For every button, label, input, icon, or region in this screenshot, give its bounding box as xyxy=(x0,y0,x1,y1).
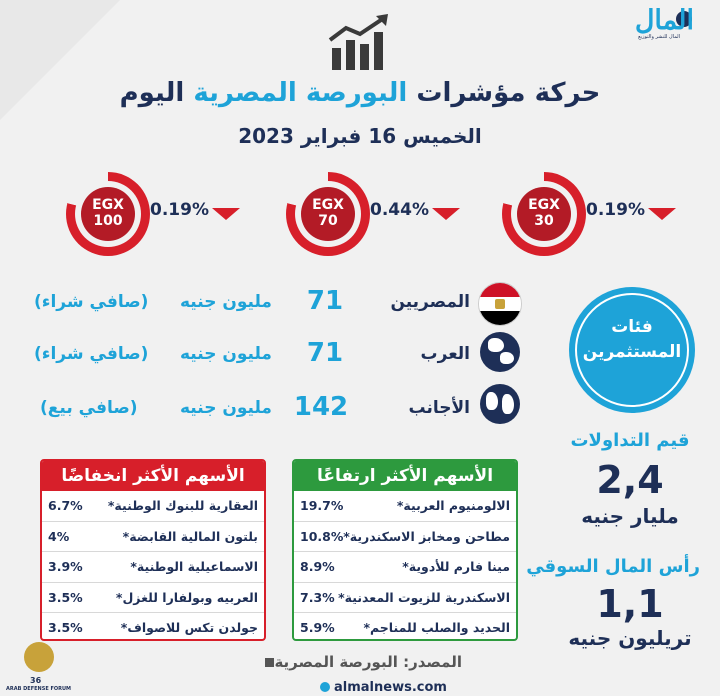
globe-foreign-icon xyxy=(480,384,520,424)
forum-emblem-icon xyxy=(24,642,54,672)
bullet-square-icon xyxy=(265,658,275,667)
index-change: 0.19% xyxy=(586,200,645,220)
website-dot-icon xyxy=(320,682,330,692)
investor-categories-badge: فئات المستثمرين xyxy=(569,287,695,413)
stock-name: العربيه وبولفارا للغزل* xyxy=(115,589,258,605)
stock-change: 3.5% xyxy=(48,589,83,605)
investor-categories-label: فئات المستثمرين xyxy=(582,317,682,362)
almal-logo: المال المال للنشر والتوزيع xyxy=(610,5,702,41)
website-url: almalnews.com xyxy=(334,680,447,695)
title-part2: البورصة المصرية xyxy=(193,78,408,108)
investor-unit: مليون جنيه xyxy=(180,292,272,312)
index-ring: EGX 30 xyxy=(502,172,586,256)
top-gainers-panel: الأسهم الأكثر ارتفاعًا الالومنيوم العربي… xyxy=(292,459,518,641)
table-row: مينا فارم للأدوية* 8.9% xyxy=(294,552,516,583)
down-arrow-icon xyxy=(212,208,240,220)
rising-chart-icon xyxy=(326,14,390,72)
stock-change: 3.9% xyxy=(48,559,83,575)
investor-amount: 71 xyxy=(306,286,344,316)
index-name: EGX xyxy=(528,197,560,213)
market-cap-amount: 1,1 xyxy=(596,582,664,626)
stock-name: الحديد والصلب للمناجم* xyxy=(363,620,510,636)
stock-name: مينا فارم للأدوية* xyxy=(402,559,510,575)
trading-value-unit: مليار جنيه xyxy=(581,504,679,528)
investor-name: العرب xyxy=(420,344,470,364)
date: الخميس 16 فبراير 2023 xyxy=(238,124,482,148)
investor-amount: 71 xyxy=(306,338,344,368)
index-number: 100 xyxy=(93,213,123,229)
investor-unit: مليون جنيه xyxy=(180,344,272,364)
table-row: الحديد والصلب للمناجم* 5.9% xyxy=(294,613,516,639)
investor-name: الأجانب xyxy=(408,398,470,418)
investor-name: المصريين xyxy=(390,292,470,312)
table-row: جولدن تكس للاصواف* 3.5% xyxy=(42,613,264,639)
table-row: مطاحن ومخابز الاسكندرية* 10.8% xyxy=(294,522,516,553)
logo-brand: المال xyxy=(634,5,694,36)
stock-change: 7.3% xyxy=(300,589,335,605)
source-note: المصدر: البورصة المصرية xyxy=(262,653,462,671)
forum-name: ARAB DEFENSE FORUM xyxy=(6,686,72,692)
index-change: 0.19% xyxy=(150,200,209,220)
trading-value-amount: 2,4 xyxy=(596,458,664,502)
table-row: بلتون المالية القابضة* 4% xyxy=(42,522,264,553)
top-losers-panel: الأسهم الأكثر انخفاضًا العقارية للبنوك ا… xyxy=(40,459,266,641)
top-losers-title: الأسهم الأكثر انخفاضًا xyxy=(42,461,264,491)
logo-tagline: المال للنشر والتوزيع xyxy=(638,34,680,40)
investor-unit: مليون جنيه xyxy=(180,398,272,418)
stock-name: الاسكندرية للزيوت المعدنية* xyxy=(338,589,510,605)
stock-change: 6.7% xyxy=(48,498,83,513)
egypt-flag-icon xyxy=(478,282,522,326)
down-arrow-icon xyxy=(648,208,676,220)
index-name: EGX xyxy=(312,197,344,213)
down-arrow-icon xyxy=(432,208,460,220)
stock-name: بلتون المالية القابضة* xyxy=(122,528,258,544)
forum-watermark: 36 ARAB DEFENSE FORUM xyxy=(2,638,76,694)
stock-change: 3.5% xyxy=(48,620,83,636)
trading-value-label: قيم التداولات xyxy=(570,430,690,451)
investor-note: (صافي بيع) xyxy=(40,398,138,418)
table-row: الاسماعيلية الوطنية* 3.9% xyxy=(42,552,264,583)
market-cap-label: رأس المال السوقي xyxy=(526,556,700,577)
index-ring: EGX 70 xyxy=(286,172,370,256)
website-footer: almalnews.com xyxy=(320,680,447,695)
investor-note: (صافي شراء) xyxy=(34,344,149,364)
title-part3: اليوم xyxy=(119,78,185,108)
stock-name: مطاحن ومخابز الاسكندرية* xyxy=(343,528,510,544)
stock-name: الاسماعيلية الوطنية* xyxy=(130,559,258,575)
investor-note: (صافي شراء) xyxy=(34,292,149,312)
globe-arab-icon xyxy=(480,332,520,372)
title-part1: حركة مؤشرات xyxy=(416,78,601,108)
market-cap-unit: تريليون جنيه xyxy=(568,626,692,650)
corner-decoration xyxy=(0,0,120,120)
index-name: EGX xyxy=(92,197,124,213)
index-number: 70 xyxy=(318,213,338,229)
stock-change: 4% xyxy=(48,528,70,544)
stock-change: 10.8% xyxy=(300,528,344,544)
forum-number: 36 xyxy=(30,676,42,685)
stock-change: 19.7% xyxy=(300,498,344,513)
index-change: 0.44% xyxy=(370,200,429,220)
stock-name: جولدن تكس للاصواف* xyxy=(120,620,258,636)
table-row: العربيه وبولفارا للغزل* 3.5% xyxy=(42,583,264,614)
stock-name: الالومنيوم العربية* xyxy=(396,498,510,513)
investor-amount: 142 xyxy=(293,392,349,422)
stock-name: العقارية للبنوك الوطنية* xyxy=(107,498,258,513)
source-text: المصدر: البورصة المصرية xyxy=(274,653,462,671)
page-title: حركة مؤشرات البورصة المصرية اليوم xyxy=(60,78,660,108)
stock-change: 8.9% xyxy=(300,559,335,575)
table-row: الاسكندرية للزيوت المعدنية* 7.3% xyxy=(294,583,516,614)
index-egx100: EGX 100 0.19% xyxy=(66,172,266,260)
index-egx70: EGX 70 0.44% xyxy=(286,172,486,260)
index-number: 30 xyxy=(534,213,554,229)
top-gainers-title: الأسهم الأكثر ارتفاعًا xyxy=(294,461,516,491)
index-ring: EGX 100 xyxy=(66,172,150,256)
logo-globe-icon xyxy=(676,11,692,27)
index-egx30: EGX 30 0.19% xyxy=(502,172,702,260)
stock-change: 5.9% xyxy=(300,620,335,636)
table-row: العقارية للبنوك الوطنية* 6.7% xyxy=(42,491,264,522)
table-row: الالومنيوم العربية* 19.7% xyxy=(294,491,516,522)
